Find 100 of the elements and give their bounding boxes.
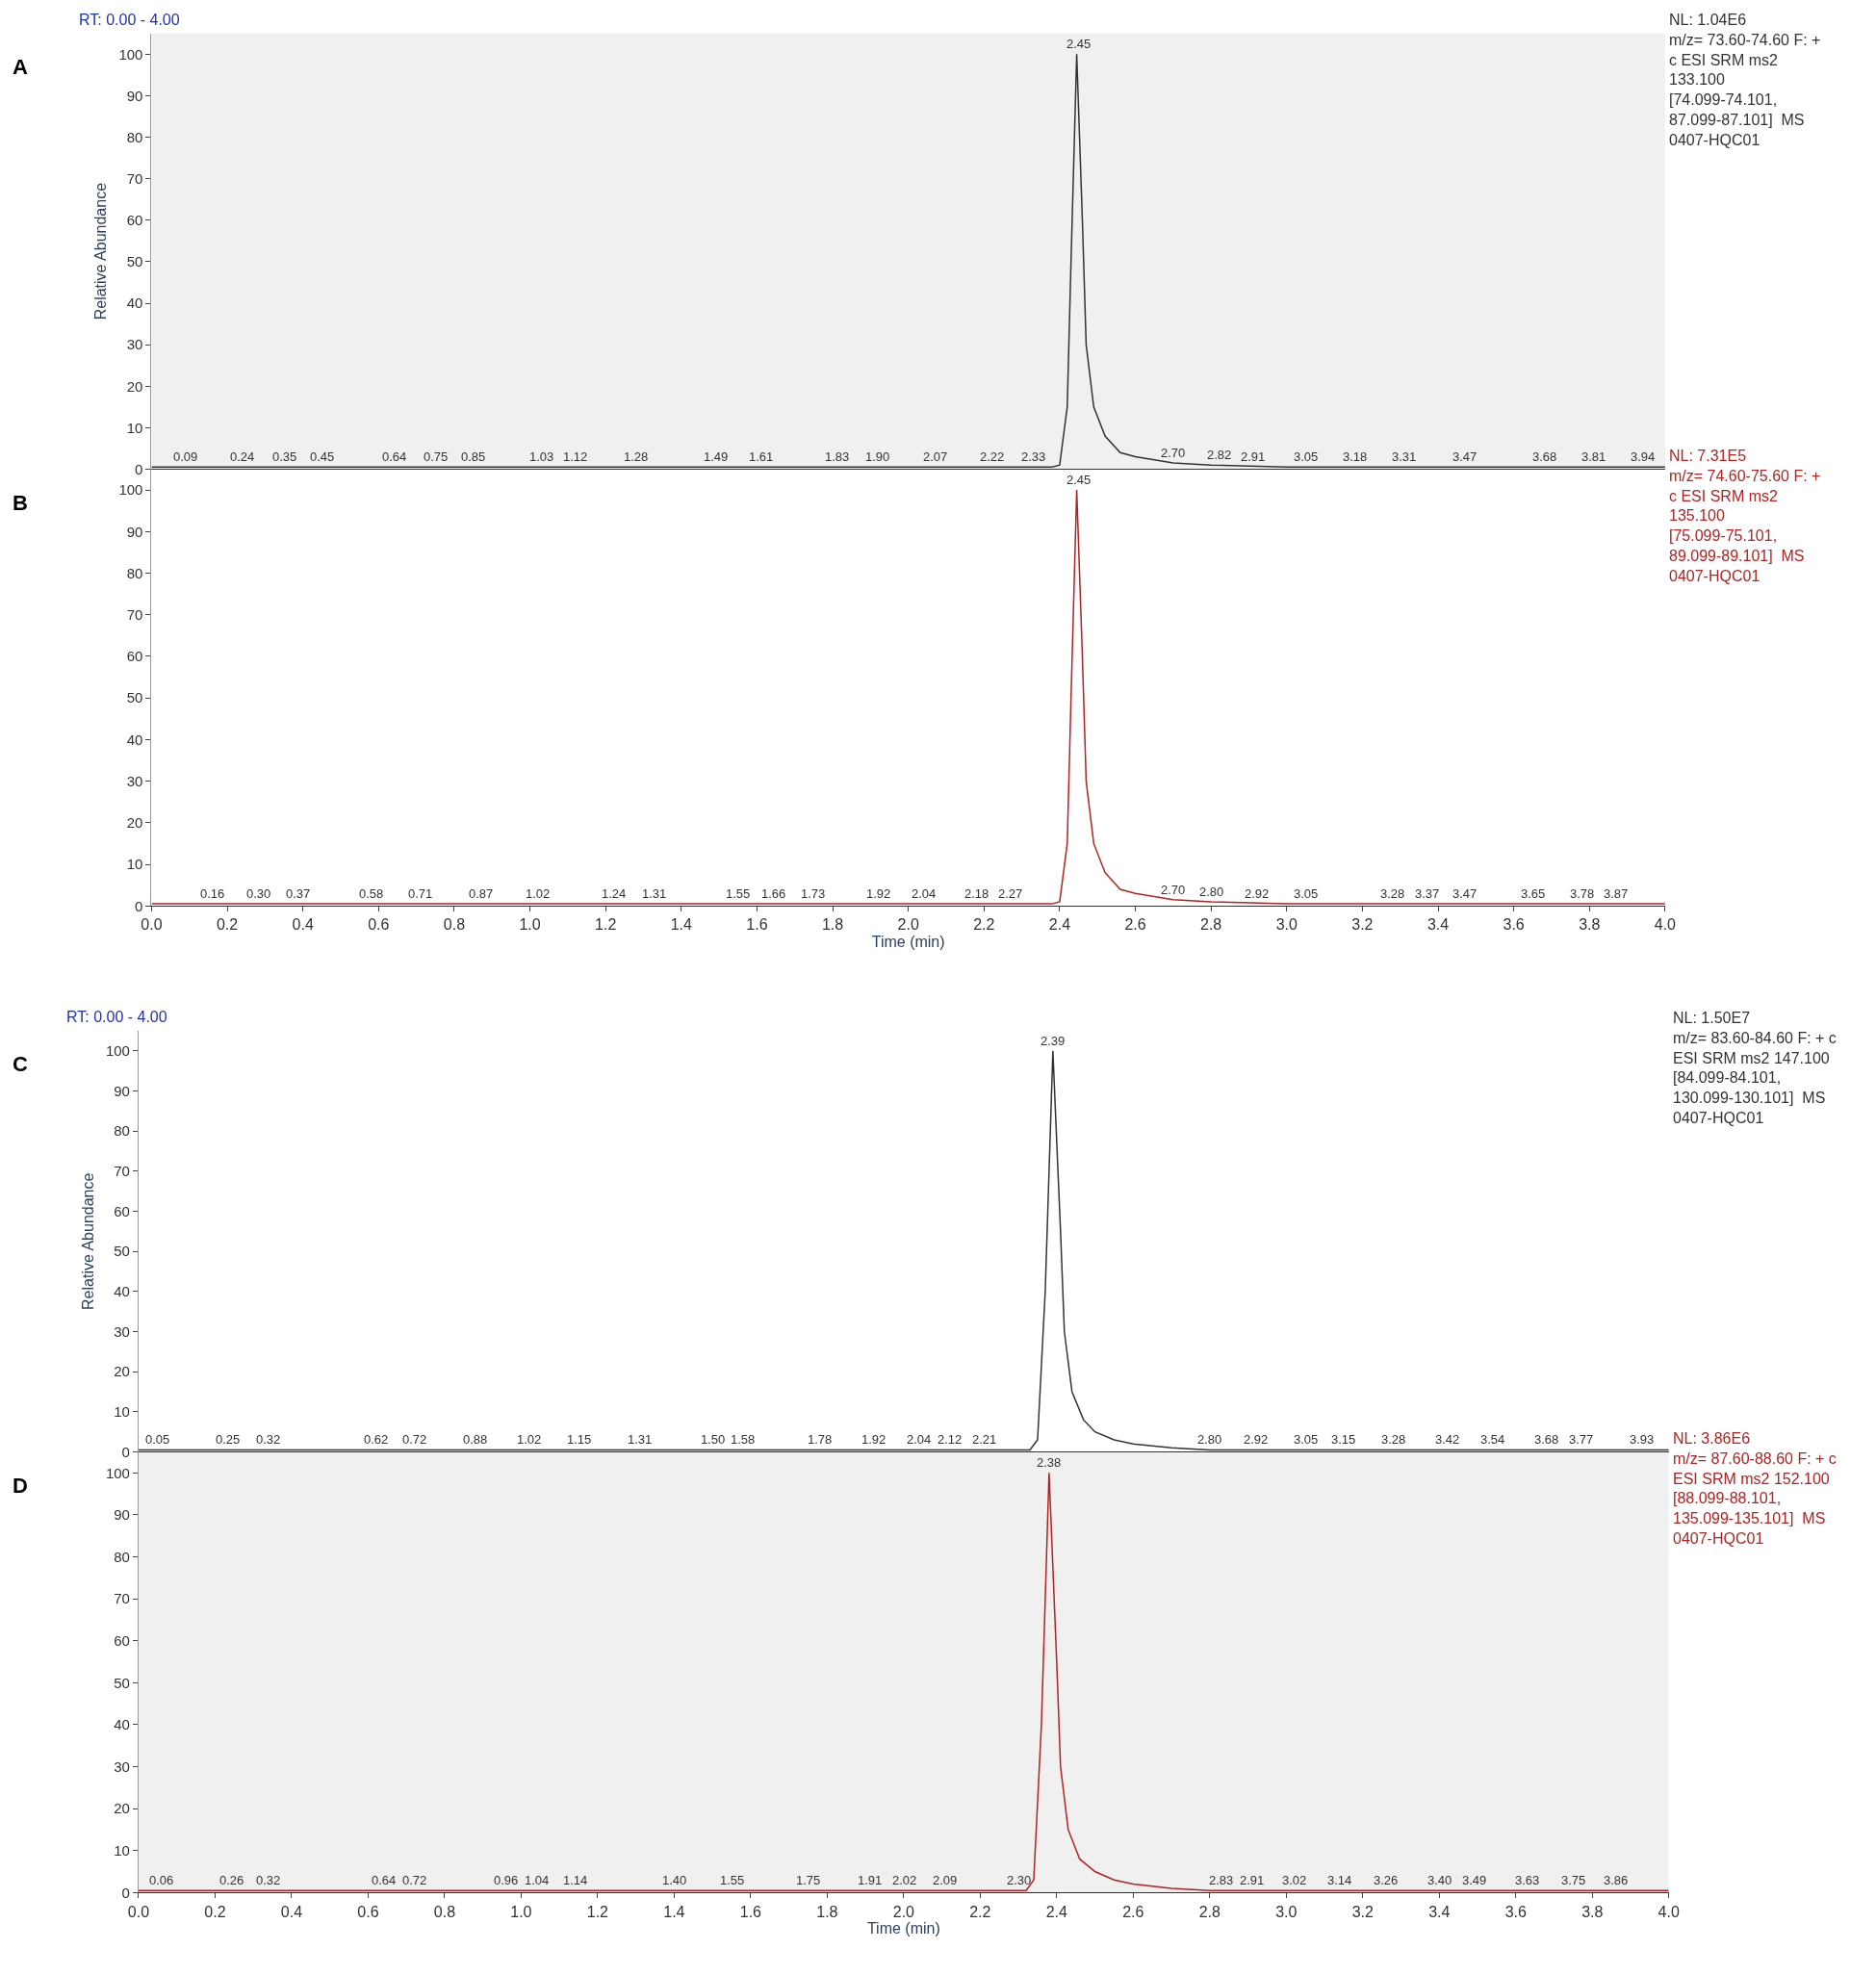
x-tick-label: 3.0 xyxy=(1275,916,1298,934)
annotation: 0.72 xyxy=(402,1873,427,1887)
annotation: 0.75 xyxy=(424,449,449,464)
annotation: 2.27 xyxy=(998,886,1023,901)
annotation: 0.88 xyxy=(463,1432,488,1447)
x-tick-label: 3.4 xyxy=(1426,916,1450,934)
y-tick-label: 80 xyxy=(126,128,143,145)
annotation: 2.70 xyxy=(1161,883,1186,897)
x-tick-label: 2.8 xyxy=(1198,1903,1221,1920)
annotation: 3.42 xyxy=(1435,1432,1460,1447)
annotation: 1.92 xyxy=(866,886,891,901)
annotation: 3.31 xyxy=(1392,449,1417,464)
annotation: 0.32 xyxy=(256,1873,281,1887)
annotation: 1.40 xyxy=(662,1873,687,1887)
annotation: 2.04 xyxy=(912,886,937,901)
y-tick-label: 90 xyxy=(126,523,143,540)
x-tick-label: 1.2 xyxy=(586,1903,609,1920)
x-tick-label: 1.6 xyxy=(739,1903,762,1920)
annotation: 3.47 xyxy=(1452,886,1478,901)
annotation: 3.05 xyxy=(1294,886,1319,901)
annotation: 3.26 xyxy=(1374,1873,1399,1887)
x-tick-label: 0.0 xyxy=(141,916,163,934)
annotation: 3.65 xyxy=(1521,886,1546,901)
y-tick-label: 50 xyxy=(114,1243,130,1260)
y-tick-label: 50 xyxy=(126,689,143,706)
y-tick-label: 40 xyxy=(126,731,143,748)
annotation: 3.93 xyxy=(1630,1432,1655,1447)
annotation: 1.92 xyxy=(861,1432,887,1447)
y-tick-label: 80 xyxy=(126,564,143,581)
x-tick-label: 2.2 xyxy=(973,916,995,934)
annotation: 0.85 xyxy=(461,449,486,464)
annotation: 0.09 xyxy=(173,449,198,464)
annotation: 1.73 xyxy=(801,886,826,901)
x-tick-label: 0.2 xyxy=(216,916,239,934)
annotation: 3.15 xyxy=(1331,1432,1356,1447)
x-tick-label: 0.6 xyxy=(368,916,390,934)
annotation: 2.45 xyxy=(1066,37,1092,51)
x-axis-title: Time (min) xyxy=(866,1920,940,1937)
annotation: 0.45 xyxy=(310,449,335,464)
annotation: 0.05 xyxy=(145,1432,170,1447)
annotation: 1.66 xyxy=(761,886,786,901)
x-tick-label: 1.2 xyxy=(595,916,617,934)
annotation: 0.37 xyxy=(286,886,311,901)
y-tick-label: 70 xyxy=(126,169,143,187)
x-tick-label: 1.4 xyxy=(663,1903,685,1920)
y-tick-label: 100 xyxy=(105,1042,130,1060)
annotation: 0.25 xyxy=(216,1432,241,1447)
text: RT: 0.00 - 4.00 xyxy=(66,1009,167,1025)
annotation: 1.02 xyxy=(517,1432,542,1447)
annotation: 2.83 xyxy=(1209,1873,1234,1887)
annotation: 1.55 xyxy=(726,886,751,901)
annotation: 0.71 xyxy=(408,886,433,901)
annotation: 1.31 xyxy=(628,1432,653,1447)
x-tick-label: 1.0 xyxy=(519,916,541,934)
x-tick-label: 0.0 xyxy=(127,1903,150,1920)
annotation: 2.09 xyxy=(933,1873,958,1887)
y-tick-label: 40 xyxy=(114,1716,130,1733)
y-tick-label: 10 xyxy=(126,419,143,436)
y-tick-label: 70 xyxy=(114,1163,130,1180)
annotation: 0.24 xyxy=(230,449,255,464)
annotation: 3.78 xyxy=(1570,886,1595,901)
annotation: 3.68 xyxy=(1534,1432,1559,1447)
y-tick-label: 100 xyxy=(118,45,143,63)
annotation: 3.63 xyxy=(1515,1873,1540,1887)
x-tick-label: 2.8 xyxy=(1200,916,1222,934)
annotation: 1.24 xyxy=(602,886,627,901)
x-tick-label: 3.2 xyxy=(1351,916,1374,934)
annotation: 2.07 xyxy=(923,449,948,464)
annotation: 0.72 xyxy=(402,1432,427,1447)
y-tick-label: 20 xyxy=(126,814,143,832)
x-tick-label: 3.0 xyxy=(1275,1903,1298,1920)
annotation: 2.45 xyxy=(1066,473,1092,487)
y-tick-label: 60 xyxy=(126,648,143,665)
annotation: 1.90 xyxy=(865,449,890,464)
y-tick-label: 100 xyxy=(105,1464,130,1481)
y-tick-label: 10 xyxy=(114,1841,130,1859)
annotation: 0.30 xyxy=(246,886,271,901)
annotation: 0.87 xyxy=(469,886,494,901)
text: C xyxy=(13,1052,28,1076)
x-tick-label: 3.6 xyxy=(1504,1903,1527,1920)
annotation: 2.02 xyxy=(892,1873,917,1887)
y-tick-label: 0 xyxy=(121,1443,130,1460)
annotation: 0.06 xyxy=(149,1873,174,1887)
x-tick-label: 3.8 xyxy=(1581,1903,1604,1920)
annotation: 2.22 xyxy=(980,449,1005,464)
annotation: 1.83 xyxy=(825,449,850,464)
annotation: 2.82 xyxy=(1207,448,1232,462)
annotation: 2.92 xyxy=(1244,1432,1269,1447)
line-series xyxy=(151,489,1665,905)
x-tick-label: 0.4 xyxy=(292,916,314,934)
x-tick-label: 2.4 xyxy=(1048,916,1071,934)
annotation: 1.49 xyxy=(704,449,729,464)
annotation: 1.75 xyxy=(796,1873,821,1887)
annotation: 1.55 xyxy=(720,1873,745,1887)
annotation: 0.32 xyxy=(256,1432,281,1447)
y-axis-title: Relative Abundance xyxy=(79,1172,96,1310)
y-tick-label: 40 xyxy=(126,295,143,312)
annotation: 2.38 xyxy=(1037,1455,1062,1470)
annotation: 3.18 xyxy=(1343,449,1368,464)
annotation: 1.03 xyxy=(529,449,554,464)
